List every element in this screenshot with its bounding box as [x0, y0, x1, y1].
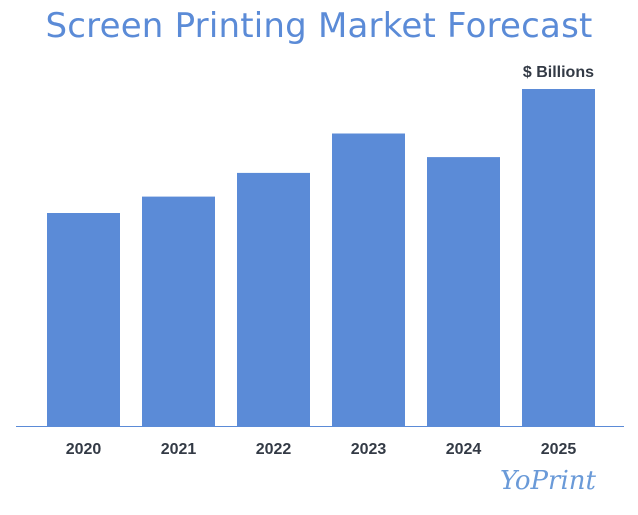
x-tick-label: 2025 [541, 441, 577, 458]
x-tick-label: 2020 [66, 441, 102, 458]
bar-2022 [237, 172, 310, 426]
x-tick-label: 2023 [351, 441, 387, 458]
chart-title: Screen Printing Market Forecast [45, 6, 593, 46]
brand-logo: YoPrint [500, 466, 596, 496]
bar-2023 [332, 133, 405, 426]
x-tick-label: 2024 [446, 441, 482, 458]
x-tick-label: 2022 [256, 441, 292, 458]
unit-label: $ Billions [522, 64, 594, 81]
bar-2020 [47, 213, 120, 426]
bar-2025 [522, 89, 595, 426]
bar-2021 [142, 196, 215, 426]
x-tick-label: 2021 [161, 441, 197, 458]
bar-2024 [427, 157, 500, 426]
